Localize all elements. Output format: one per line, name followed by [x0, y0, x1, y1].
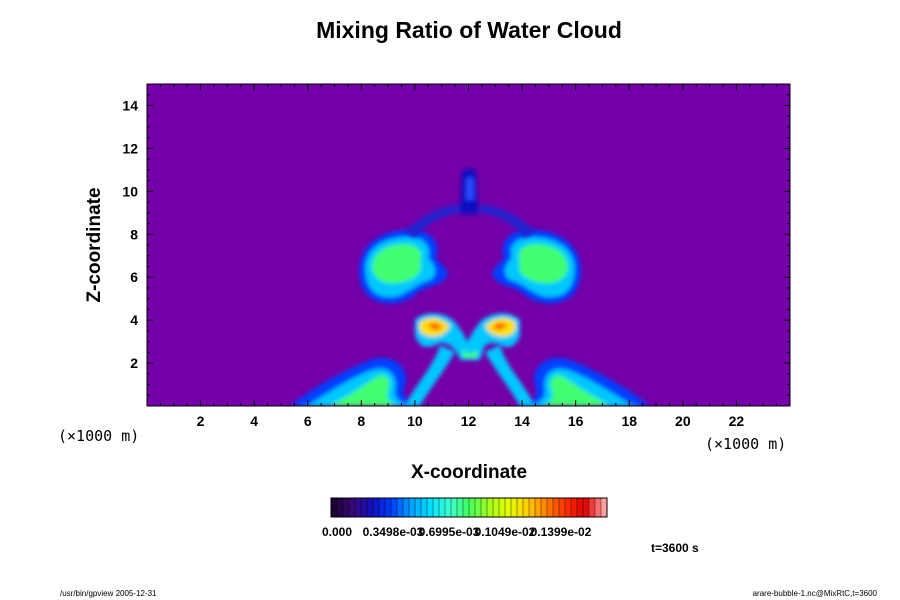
x-tick-label: 6	[304, 413, 312, 429]
cloud-upper-right-lobe	[492, 229, 581, 304]
colorbar-cell	[541, 498, 548, 517]
cloud-field	[290, 169, 650, 406]
colorbar-cell	[433, 498, 440, 517]
colorbar-label: 0.1049e-02	[475, 525, 536, 539]
x-tick-label: 18	[621, 413, 637, 429]
x-tick-label: 14	[514, 413, 530, 429]
colorbar-cell	[355, 498, 362, 517]
x-tick-label: 10	[407, 413, 423, 429]
cloud-lower-branches	[290, 358, 650, 406]
y-tick-label: 10	[122, 183, 138, 199]
x-tick-label: 20	[675, 413, 691, 429]
colorbar	[330, 498, 608, 517]
colorbar-cell	[565, 498, 572, 517]
x-tick-label: 16	[568, 413, 584, 429]
time-label: t=3600 s	[651, 541, 699, 555]
y-tick-label: 12	[122, 140, 138, 156]
colorbar-cell	[529, 498, 536, 517]
colorbar-cell	[559, 498, 566, 517]
colorbar-cell	[409, 498, 416, 517]
colorbar-cell	[445, 498, 452, 517]
colorbar-cell	[427, 498, 434, 517]
colorbar-cell	[421, 498, 428, 517]
colorbar-cell	[457, 498, 464, 517]
colorbar-label: 0.000	[322, 525, 352, 539]
footer-right: arare-bubble-1.nc@MixRtC,t=3600	[753, 589, 878, 598]
y-axis: 2 4 6 8 10 12 14	[122, 94, 790, 396]
colorbar-cell	[589, 498, 596, 517]
colorbar-cell	[517, 498, 524, 517]
colorbar-cell	[595, 498, 602, 517]
cloud-top-arc	[405, 169, 535, 238]
x-tick-label: 4	[250, 413, 258, 429]
colorbar-cell	[475, 498, 482, 517]
colorbar-cell	[553, 498, 560, 517]
colorbar-label: 0.3498e-03	[363, 525, 424, 539]
colorbar-cell	[601, 498, 608, 517]
colorbar-cell	[571, 498, 578, 517]
colorbar-cell	[577, 498, 584, 517]
y-tick-label: 14	[122, 97, 138, 113]
colorbar-cell	[415, 498, 422, 517]
cloud-upper-left-lobe	[359, 229, 448, 304]
colorbar-cell	[535, 498, 542, 517]
y-unit-label: (×1000 m)	[58, 427, 139, 445]
colorbar-cell	[367, 498, 374, 517]
colorbar-cell	[337, 498, 344, 517]
colorbar-cell	[511, 498, 518, 517]
colorbar-cell	[361, 498, 368, 517]
colorbar-cell	[403, 498, 410, 517]
cloud-center-stem	[405, 345, 535, 406]
cloud-middle-arms	[415, 313, 520, 360]
colorbar-cell	[385, 498, 392, 517]
y-axis-title: Z-coordinate	[84, 187, 105, 302]
x-unit-label: (×1000 m)	[705, 435, 786, 453]
colorbar-cell	[487, 498, 494, 517]
chart-title: Mixing Ratio of Water Cloud	[316, 17, 622, 43]
colorbar-cell	[493, 498, 500, 517]
colorbar-cell	[523, 498, 530, 517]
colorbar-cell	[547, 498, 554, 517]
colorbar-cell	[379, 498, 386, 517]
y-tick-label: 2	[130, 355, 138, 371]
colorbar-cell	[397, 498, 404, 517]
x-tick-label: 12	[461, 413, 477, 429]
x-axis-title: X-coordinate	[411, 462, 527, 483]
y-tick-label: 8	[130, 226, 138, 242]
y-tick-label: 6	[130, 269, 138, 285]
x-tick-label: 8	[357, 413, 365, 429]
colorbar-labels: 0.000 0.3498e-030.6995e-030.1049e-020.139…	[322, 525, 592, 539]
y-tick-label: 4	[130, 312, 138, 328]
colorbar-cell	[481, 498, 488, 517]
colorbar-cell	[343, 498, 350, 517]
colorbar-cell	[469, 498, 476, 517]
colorbar-cell	[439, 498, 446, 517]
colorbar-cell	[349, 498, 356, 517]
colorbar-cell	[583, 498, 590, 517]
colorbar-cell	[331, 498, 338, 517]
colorbar-cell	[451, 498, 458, 517]
x-tick-label: 2	[197, 413, 205, 429]
colorbar-cell	[499, 498, 506, 517]
colorbar-label: 0.1399e-02	[531, 525, 592, 539]
colorbar-frame	[330, 497, 608, 518]
colorbar-cell	[391, 498, 398, 517]
x-tick-label: 22	[729, 413, 745, 429]
x-axis: 2 4 6 8 10 12 14 16 18 20 22	[159, 84, 778, 429]
colorbar-cell	[373, 498, 380, 517]
colorbar-cell	[463, 498, 470, 517]
colorbar-label: 0.6995e-03	[419, 525, 480, 539]
footer-left: /usr/bin/gpview 2005-12-31	[60, 589, 157, 598]
colorbar-cell	[505, 498, 512, 517]
